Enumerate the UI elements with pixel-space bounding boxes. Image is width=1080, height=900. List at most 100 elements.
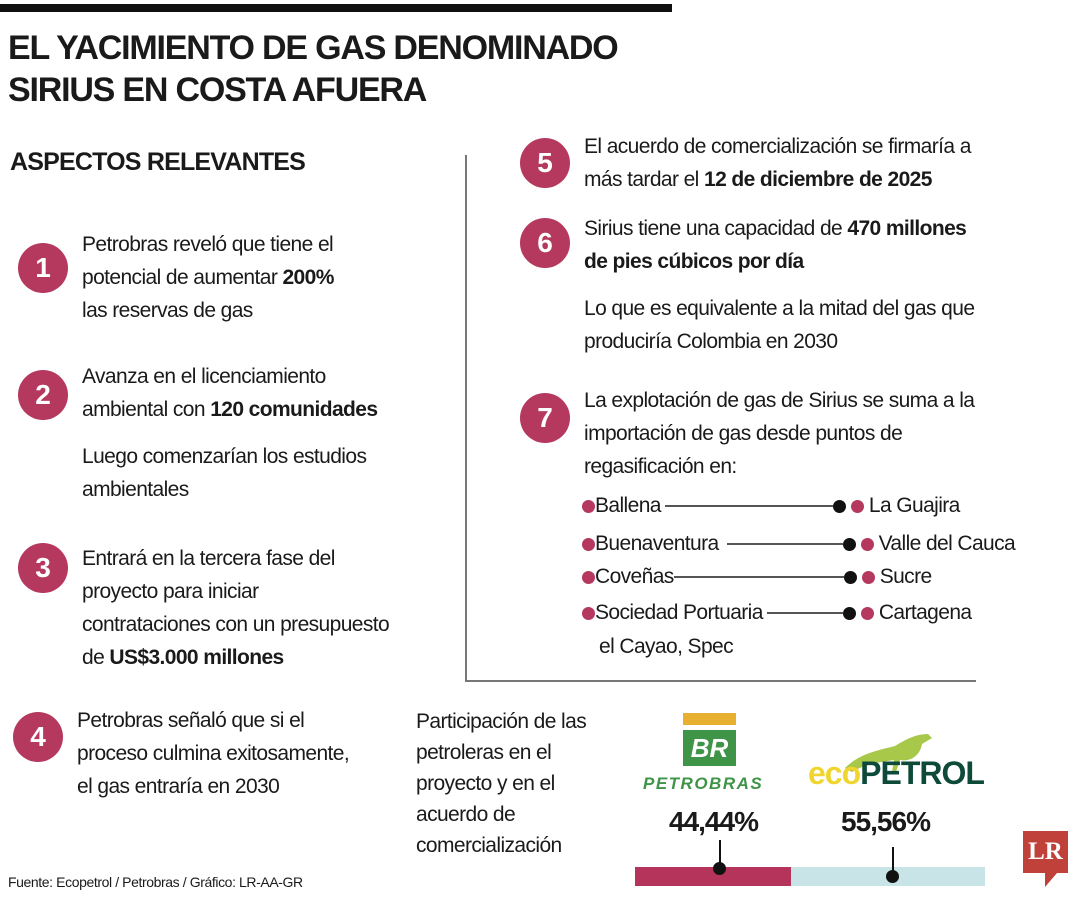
text-line: proyecto y en el [416, 772, 555, 795]
number-badge-2: 2 [18, 370, 68, 420]
text: potencial de aumentar [82, 266, 283, 289]
item-4-text: Petrobras señaló que si el proceso culmi… [77, 704, 350, 803]
text-line: importación de gas desde puntos de [584, 422, 903, 445]
lr-logo: LR [1023, 831, 1068, 873]
text-line: Participación de las [416, 710, 587, 733]
regas-row: Coveñas Sucre [582, 562, 932, 592]
item-7-text: La explotación de gas de Sirius se suma … [584, 384, 975, 483]
bullet-dot [850, 499, 864, 513]
text: ambiental con [82, 398, 211, 421]
bullet-dot [582, 499, 595, 513]
text-line: La explotación de gas de Sirius se suma … [584, 389, 975, 412]
text-line: contrataciones con un presupuesto [82, 613, 390, 636]
connector-dot [843, 570, 857, 584]
bullet-dot [860, 537, 874, 551]
page-title-line1: EL YACIMIENTO DE GAS DENOMINADO [8, 29, 619, 67]
share-segment-petrobras [635, 867, 791, 886]
connector-line [766, 612, 843, 614]
text-line: más tardar el 12 de diciembre de 2025 [584, 163, 971, 196]
connector-line [673, 576, 844, 578]
highlight: 200% [282, 266, 334, 289]
text-line: las reservas de gas [82, 299, 253, 322]
number-badge-6: 6 [520, 218, 570, 268]
top-rule [0, 4, 672, 12]
item-3-text: Entrará en la tercera fase del proyecto … [82, 542, 390, 674]
pointer-line [892, 847, 894, 873]
text: de [82, 646, 110, 669]
highlight: 12 de diciembre de 2025 [703, 168, 932, 191]
regas-point: Coveñas [595, 565, 674, 588]
bullet-dot [860, 606, 874, 620]
petrobras-logo: BR [683, 730, 736, 766]
connector-line [664, 505, 833, 507]
regas-region: Sucre [879, 565, 932, 588]
ecopetrol-logo: ecoPETROL [808, 755, 985, 792]
text-line: regasificación en: [584, 455, 737, 478]
text-line: ambiental con 120 comunidades [82, 393, 378, 426]
text-line: de US$3.000 millones [82, 641, 389, 674]
highlight: US$3.000 millones [109, 646, 284, 669]
connector-line [726, 543, 843, 545]
petrobras-share: 44,44% [669, 806, 759, 837]
text-line: produciría Colombia en 2030 [584, 330, 838, 353]
text-line: proyecto para iniciar [82, 580, 259, 603]
text-line: Luego comenzarían los estudios [82, 445, 367, 468]
participation-label: Participación de las petroleras en el pr… [416, 706, 587, 861]
regas-row: Buenaventura Valle del Cauca [582, 529, 1016, 559]
text: Sirius tiene una capacidad de [584, 217, 848, 240]
petrobras-logo-bar [683, 713, 736, 725]
text-line: comercialización [416, 834, 562, 857]
text-line: El acuerdo de comercialización se firmar… [584, 135, 971, 158]
regas-point: Buenaventura [595, 532, 719, 555]
pointer-dot [713, 862, 726, 875]
text-line: ambientales [82, 478, 189, 501]
text-line: Entrará en la tercera fase del [82, 547, 335, 570]
text-line: proceso culmina exitosamente, [77, 742, 350, 765]
number-badge-7: 7 [520, 393, 570, 443]
item-2-text: Avanza en el licenciamiento ambiental co… [82, 360, 378, 506]
regas-row: Ballena La Guajira [582, 491, 960, 521]
number-badge-4: 4 [13, 712, 63, 762]
item-1-text: Petrobras reveló que tiene el potencial … [82, 228, 334, 327]
number-badge-5: 5 [520, 138, 570, 188]
ecopetrol-share: 55,56% [841, 806, 931, 837]
regas-region: Valle del Cauca [878, 532, 1016, 555]
item-5-text: El acuerdo de comercialización se firmar… [584, 130, 971, 196]
share-bar [635, 867, 985, 886]
divider-vertical [465, 155, 467, 681]
regas-point: Ballena [595, 494, 661, 517]
text-line: acuerdo de [416, 803, 516, 826]
text-line: el gas entraría en 2030 [77, 775, 280, 798]
logo-part: eco [808, 755, 861, 791]
regas-point-continued: el Cayao, Spec [599, 635, 734, 658]
regas-row: Sociedad Portuaria Cartagena [582, 598, 972, 628]
lr-logo-tail [1045, 873, 1057, 887]
source-note: Fuente: Ecopetrol / Petrobras / Gráfico:… [8, 874, 303, 890]
text-line: petroleras en el [416, 741, 552, 764]
petrobras-name: PETROBRAS [643, 774, 764, 793]
bullet-dot [861, 570, 875, 584]
pointer-line [719, 840, 721, 864]
bullet-dot [582, 537, 595, 551]
number-badge-1: 1 [18, 243, 68, 293]
bullet-dot [582, 606, 595, 620]
iguana-icon [845, 734, 932, 772]
regas-region: Cartagena [878, 601, 972, 624]
highlight: de pies cúbicos por día [584, 250, 804, 273]
text-line: Avanza en el licenciamiento [82, 365, 326, 388]
text-line: Lo que es equivalente a la mitad del gas… [584, 297, 975, 320]
text: más tardar el [584, 168, 704, 191]
highlight: 470 millones [847, 217, 967, 240]
section-subtitle: ASPECTOS RELEVANTES [10, 148, 306, 176]
regas-point: Sociedad Portuaria [595, 601, 763, 624]
text-line: potencial de aumentar 200% [82, 261, 334, 294]
text-line: Petrobras reveló que tiene el [82, 233, 334, 256]
highlight: 120 comunidades [210, 398, 378, 421]
pointer-dot [886, 870, 899, 883]
regas-region: La Guajira [868, 494, 960, 517]
connector-dot [842, 606, 856, 620]
bullet-dot [582, 570, 595, 584]
number-badge-3: 3 [18, 543, 68, 593]
logo-part: PETROL [860, 755, 985, 791]
divider-horizontal [465, 680, 976, 682]
